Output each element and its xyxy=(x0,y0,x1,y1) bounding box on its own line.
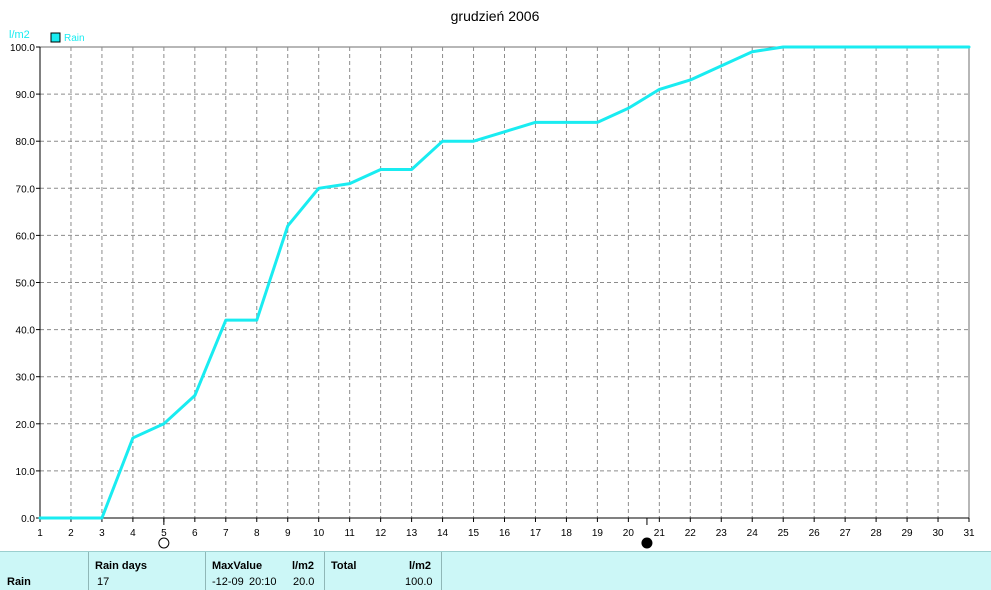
x-tick-label: 4 xyxy=(130,528,136,539)
rain-data-point xyxy=(565,121,567,123)
x-tick-label: 21 xyxy=(654,528,666,539)
rain-data-point xyxy=(349,183,351,185)
x-tick-label: 9 xyxy=(285,528,291,539)
rain-data-point xyxy=(256,319,258,321)
x-tick-label: 3 xyxy=(99,528,105,539)
summary-cell-max-value xyxy=(206,552,325,590)
x-tick-label: 13 xyxy=(406,528,418,539)
rain-data-point xyxy=(504,131,505,133)
summary-max-value: 20.0 xyxy=(293,576,315,588)
y-tick-label: 30.0 xyxy=(16,373,36,384)
x-tick-label: 30 xyxy=(932,528,944,539)
y-tick-label: 80.0 xyxy=(16,137,36,148)
x-tick-label: 2 xyxy=(68,528,74,539)
x-tick-label: 14 xyxy=(437,528,449,539)
rain-data-point xyxy=(70,517,72,519)
y-tick-label: 10.0 xyxy=(16,467,36,478)
summary-max-value-label: MaxValue xyxy=(212,560,263,572)
rain-data-point xyxy=(813,46,815,48)
y-tick-label: 0.0 xyxy=(21,514,35,525)
rain-data-point xyxy=(473,140,475,142)
summary-total-unit-label: l/m2 xyxy=(409,560,432,572)
summary-total-value: 100.0 xyxy=(405,576,433,588)
rain-data-point xyxy=(194,395,196,397)
x-tick-label: 11 xyxy=(344,528,355,539)
rain-data-point xyxy=(442,140,444,142)
rain-data-point xyxy=(132,437,134,439)
summary-rain-days-value: 17 xyxy=(97,576,110,588)
rain-data-point xyxy=(751,51,753,53)
rain-data-point xyxy=(689,79,691,81)
rain-data-point xyxy=(906,46,908,48)
x-tick-label: 26 xyxy=(809,528,821,539)
x-tick-label: 16 xyxy=(499,528,511,539)
summary-rain-days-label: Rain days xyxy=(95,560,147,572)
x-tick-label: 31 xyxy=(963,528,975,539)
y-tick-label: 70.0 xyxy=(16,184,36,195)
summary-cell-rain-days xyxy=(89,552,206,590)
rain-data-point xyxy=(720,65,722,67)
x-tick-label: 22 xyxy=(685,528,697,539)
y-tick-label: 60.0 xyxy=(16,231,36,242)
x-tick-label: 5 xyxy=(161,528,167,539)
full-moon-icon xyxy=(158,537,170,549)
summary-max-time: 20:10 xyxy=(249,576,277,588)
rain-data-point xyxy=(411,168,413,170)
x-tick-label: 29 xyxy=(902,528,914,539)
x-tick-label: 10 xyxy=(313,528,325,539)
rain-data-point xyxy=(287,225,289,227)
x-tick-label: 7 xyxy=(223,528,229,539)
y-tick-label: 100.0 xyxy=(10,43,35,54)
x-tick-label: 18 xyxy=(561,528,573,539)
rain-data-point xyxy=(39,517,41,519)
summary-bar: Rain Rain days 17 MaxValue l/m2 -12-09 2… xyxy=(0,551,991,590)
rain-data-point xyxy=(875,46,877,48)
summary-row-label: Rain xyxy=(7,576,31,588)
x-tick-label: 24 xyxy=(747,528,759,539)
y-tick-label: 20.0 xyxy=(16,420,36,431)
rain-data-point xyxy=(225,319,227,321)
summary-max-date: -12-09 xyxy=(212,576,244,588)
rain-data-point xyxy=(844,46,846,48)
x-tick-label: 20 xyxy=(623,528,635,539)
x-tick-label: 19 xyxy=(592,528,604,539)
rain-data-point xyxy=(627,107,629,109)
rain-data-point xyxy=(782,46,784,48)
rain-data-point xyxy=(101,517,103,519)
chart-title: grudzień 2006 xyxy=(451,8,540,24)
rain-data-point xyxy=(318,187,320,189)
x-tick-label: 23 xyxy=(716,528,728,539)
rain-data-point xyxy=(658,88,660,90)
rain-data-point xyxy=(163,423,165,425)
rain-data-point xyxy=(534,121,536,123)
x-tick-label: 1 xyxy=(37,528,43,539)
x-tick-label: 25 xyxy=(778,528,790,539)
rain-data-point xyxy=(937,46,939,48)
y-tick-label: 50.0 xyxy=(16,279,36,290)
x-tick-label: 6 xyxy=(192,528,198,539)
rain-data-point xyxy=(380,168,382,170)
summary-cell-total xyxy=(325,552,442,590)
x-tick-label: 28 xyxy=(871,528,883,539)
y-tick-label: 90.0 xyxy=(16,90,36,101)
x-tick-label: 12 xyxy=(375,528,387,539)
x-tick-label: 15 xyxy=(468,528,480,539)
x-tick-label: 17 xyxy=(530,528,542,539)
summary-max-unit-label: l/m2 xyxy=(292,560,315,572)
summary-total-label: Total xyxy=(331,560,357,572)
rain-chart: grudzień 2006 l/m2 Rain 0.0 10.0 20.0 30.0 40.0… xyxy=(9,8,975,549)
x-tick-label: 27 xyxy=(840,528,852,539)
x-tick-label: 8 xyxy=(254,528,260,539)
rain-data-point xyxy=(968,46,970,48)
y-axis-label: l/m2 xyxy=(9,29,30,41)
legend-rain-label: Rain xyxy=(64,33,85,44)
summary-cell-row-label xyxy=(0,552,89,590)
y-tick-label: 40.0 xyxy=(16,326,36,337)
legend-rain-swatch xyxy=(50,32,61,43)
new-moon-icon xyxy=(641,537,653,549)
rain-data-point xyxy=(596,121,598,123)
